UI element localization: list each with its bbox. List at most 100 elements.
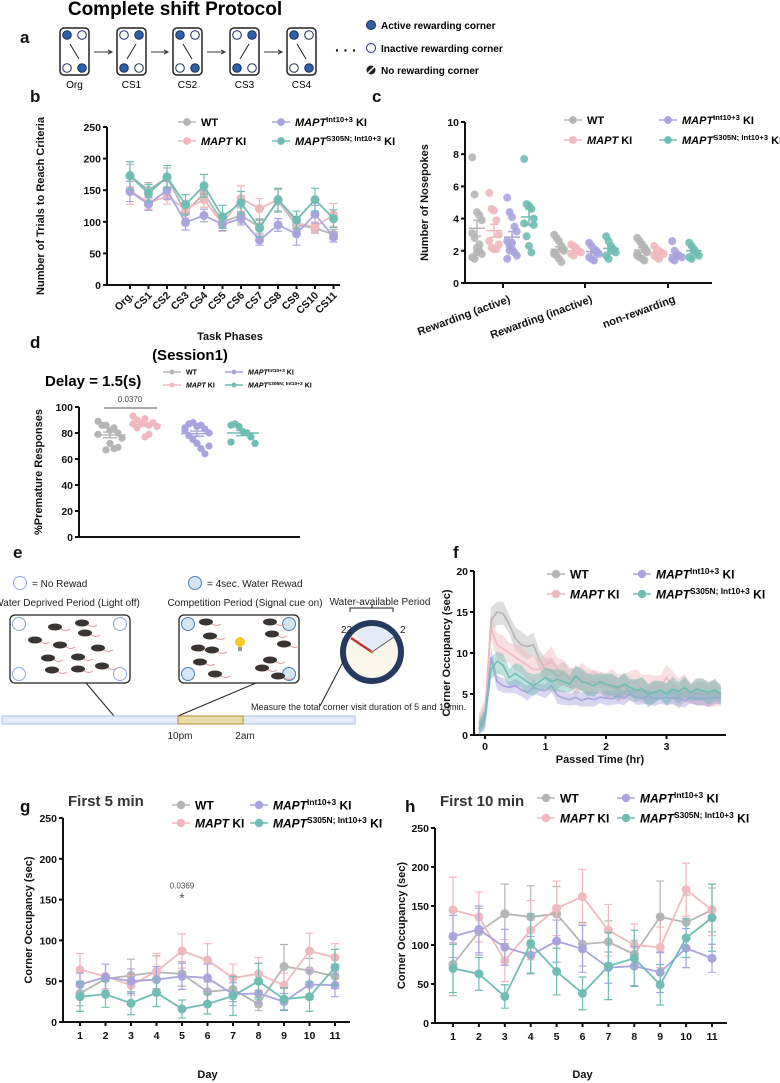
legend-label: WT <box>587 115 604 127</box>
legend-suffix: KI <box>229 816 244 830</box>
data-point <box>508 212 516 221</box>
legend-marker <box>254 800 264 810</box>
data-point <box>310 222 320 232</box>
mouse-icon <box>53 641 76 649</box>
mouse-body <box>265 630 279 638</box>
legend-item: MAPT KI <box>537 811 609 825</box>
mouse-icon <box>28 636 51 644</box>
diagonal-arrow-icon <box>182 43 193 60</box>
mean-sem-marker <box>568 248 584 254</box>
data-point <box>279 994 289 1004</box>
stage-cs1: CS1 <box>116 27 147 91</box>
data-point <box>199 181 209 191</box>
data-point <box>474 969 484 979</box>
mean-sem-marker <box>129 422 161 428</box>
x-tick-label: 5 <box>554 1031 560 1043</box>
data-point <box>227 438 235 446</box>
data-point <box>629 953 639 963</box>
competition-period-label: Competition Period (Signal cue on) <box>167 598 322 609</box>
data-point <box>448 905 458 915</box>
mean-sem-marker <box>686 248 702 254</box>
x-tick-label: 11 <box>706 1031 717 1043</box>
water-reward-corner <box>181 667 195 681</box>
mouse-icon <box>265 630 288 638</box>
y-axis-label: Corner Occupancy (sec) <box>441 589 453 716</box>
data-point <box>503 254 512 263</box>
legend-suffix: KI <box>750 587 765 601</box>
data-point <box>181 426 189 434</box>
no-reward-corner <box>113 617 127 631</box>
legend-sup: S305N; Int10+3 <box>326 134 381 143</box>
legend-marker <box>551 569 561 579</box>
mouse-icon <box>41 654 64 662</box>
mouse-tail <box>220 675 231 678</box>
mouse-body <box>263 618 277 626</box>
legend-none-label: No rewarding corner <box>381 66 479 77</box>
mouse-tail <box>205 663 216 666</box>
mouse-icon <box>91 644 114 652</box>
legend-italic: MAPT <box>656 567 692 581</box>
mouse-tail <box>283 677 294 680</box>
data-point <box>520 155 529 164</box>
x-tick-label: 3 <box>128 1030 134 1042</box>
x-tick-label: CS8 <box>261 290 284 313</box>
legend-sup: Int10+3 <box>674 790 703 800</box>
legend-italic: MAPT <box>295 136 327 148</box>
legend-italic: MAPT <box>682 115 714 127</box>
diagonal-arrow-icon <box>126 43 137 60</box>
mouse-body <box>71 665 85 673</box>
x-tick-label: Org. <box>112 290 136 314</box>
data-point <box>473 248 481 257</box>
x-axis-label: Day <box>197 1069 218 1081</box>
data-point <box>118 434 126 442</box>
mouse-tail <box>83 670 94 673</box>
data-point <box>330 962 340 972</box>
x-tick-label: non-rewarding <box>601 294 677 331</box>
data-point <box>236 198 246 208</box>
mean-sem-marker <box>521 208 537 226</box>
mouse-body <box>191 644 205 652</box>
data-point <box>235 422 243 431</box>
data-point <box>633 251 642 260</box>
inactive-corner-icon <box>289 63 299 73</box>
y-tick-label: 60 <box>61 454 73 466</box>
panel-label-d: d <box>30 333 40 352</box>
p-value: 0.0370 <box>118 395 143 404</box>
y-tick-label: 0 <box>67 532 73 544</box>
legend-label: WT <box>570 567 589 581</box>
mouse-icon <box>75 619 98 627</box>
legend-item: MAPT KI <box>178 136 246 148</box>
legend-label: MAPT KI <box>587 135 632 147</box>
data-point <box>604 254 613 263</box>
inactive-corner-icon <box>247 63 257 73</box>
data-point <box>505 246 514 255</box>
series-line <box>478 660 722 730</box>
panel-label-b: b <box>30 87 40 106</box>
mouse-body <box>71 653 85 661</box>
x-axis-label: Passed Time (hr) <box>556 754 645 766</box>
data-point <box>494 240 503 249</box>
legend-italic: MAPT <box>273 816 309 830</box>
legend-marker <box>277 118 285 126</box>
mouse-tail <box>211 623 222 626</box>
x-tick-label: 0 <box>482 741 488 753</box>
mean-sem-marker <box>634 246 650 254</box>
legend-label: MAPT KI <box>570 587 619 601</box>
data-point <box>681 933 691 943</box>
data-point <box>177 1004 187 1014</box>
data-point <box>126 976 136 986</box>
legend-item: MAPTInt10+3 KI <box>225 368 294 377</box>
legend-label: WT <box>195 798 214 812</box>
data-point <box>590 256 598 265</box>
legend-suffix: KI <box>740 115 754 127</box>
x-tick-label: 2 <box>603 741 609 753</box>
legend-marker <box>569 136 577 144</box>
legend-marker <box>541 813 551 823</box>
legend-item: WT <box>537 791 579 805</box>
x-tick-label: CS5 <box>206 290 229 313</box>
data-point <box>500 909 510 919</box>
legend-label: MAPTS305N; Int10+3 KI <box>295 134 395 148</box>
data-point <box>75 965 85 975</box>
mean-sem-marker <box>603 245 619 252</box>
